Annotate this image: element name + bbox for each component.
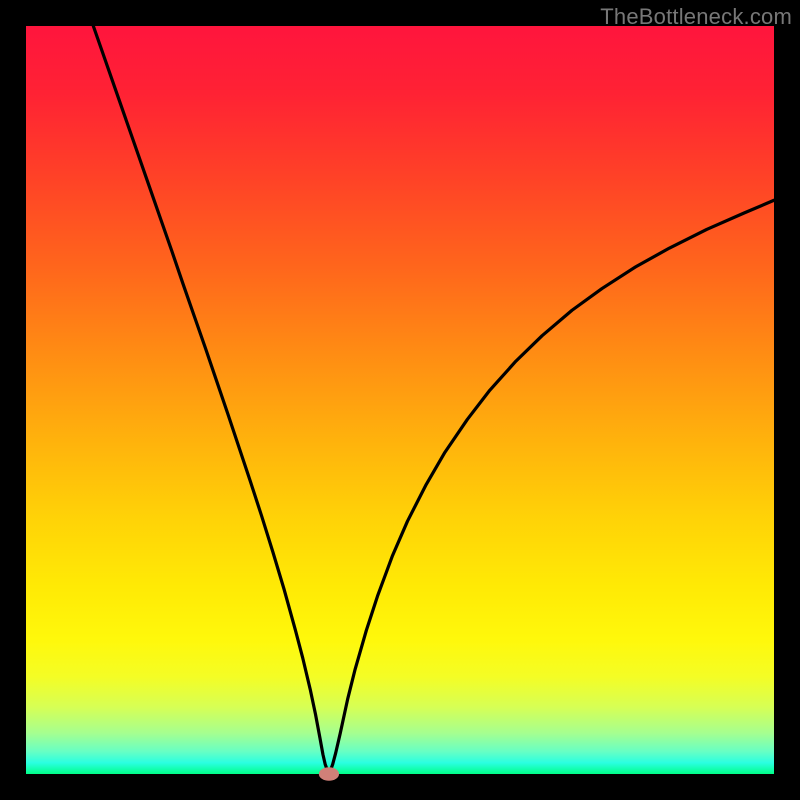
plot-background <box>26 26 774 774</box>
bottleneck-chart <box>0 0 800 800</box>
watermark-text: TheBottleneck.com <box>600 4 792 30</box>
optimal-point-marker <box>319 767 339 780</box>
chart-container: TheBottleneck.com <box>0 0 800 800</box>
